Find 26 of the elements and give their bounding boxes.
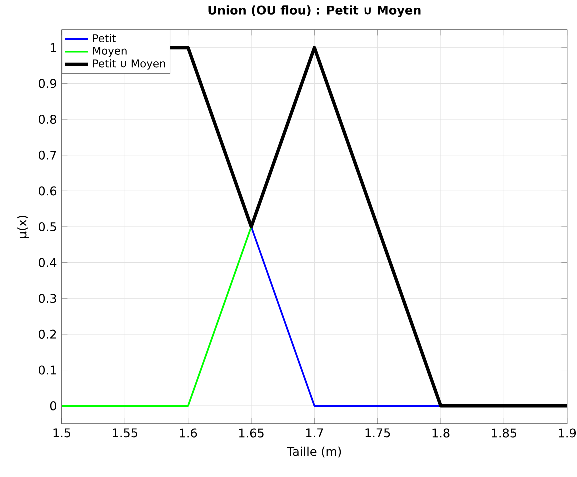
legend-label: Petit <box>93 34 116 43</box>
x-tick-label: 1.55 <box>113 428 138 438</box>
y-tick-label: 0 <box>50 402 56 411</box>
y-axis-title: μ(x) <box>17 216 30 238</box>
x-axis-title: Taille (m) <box>287 446 342 458</box>
legend-label: Petit ∪ Moyen <box>93 59 166 70</box>
y-tick-label: 0.4 <box>39 258 57 268</box>
legend-label: Moyen <box>93 47 127 58</box>
y-tick-label: 0.9 <box>39 79 56 88</box>
y-tick-label: 0.3 <box>39 294 56 304</box>
y-tick-label: 0.5 <box>39 222 56 232</box>
x-tick-label: 1.75 <box>366 428 390 438</box>
y-tick-label: 0.6 <box>39 186 57 196</box>
x-tick-label: 1.65 <box>239 428 264 438</box>
x-tick-label: 1.7 <box>306 428 324 438</box>
x-tick-label: 1.5 <box>54 428 70 438</box>
x-tick-label: 1.9 <box>559 428 576 438</box>
y-tick-label: 0.7 <box>39 150 56 160</box>
x-tick-label: 1.85 <box>492 428 516 438</box>
chart-title: Union (OU flou) : Petit ∪ Moyen <box>208 6 421 18</box>
x-tick-label: 1.8 <box>432 428 450 438</box>
y-tick-label: 0.1 <box>39 366 56 375</box>
y-tick-label: 1 <box>50 44 56 52</box>
y-tick-label: 0.8 <box>39 114 56 124</box>
x-tick-label: 1.6 <box>180 428 198 438</box>
y-tick-label: 0.2 <box>39 330 56 339</box>
